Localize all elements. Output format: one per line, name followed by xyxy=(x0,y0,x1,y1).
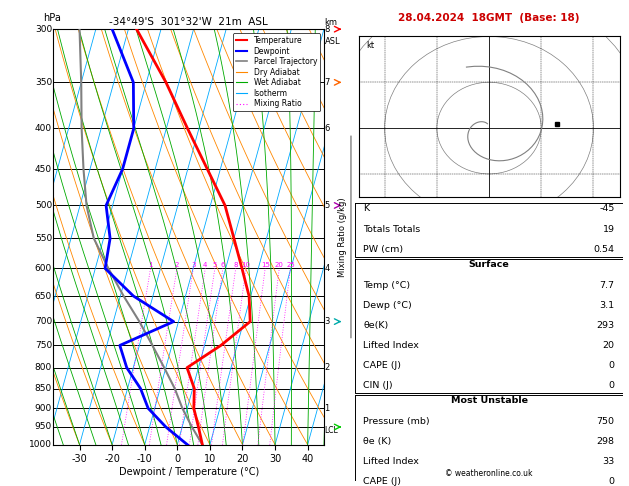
Text: -45: -45 xyxy=(599,205,615,213)
Text: 15: 15 xyxy=(261,262,270,268)
Text: Totals Totals: Totals Totals xyxy=(364,225,421,234)
Title: -34°49'S  301°32'W  21m  ASL: -34°49'S 301°32'W 21m ASL xyxy=(109,17,268,27)
Text: Mixing Ratio (g/kg): Mixing Ratio (g/kg) xyxy=(338,197,347,277)
Text: 600: 600 xyxy=(35,264,52,273)
Text: 293: 293 xyxy=(596,321,615,330)
Text: 2: 2 xyxy=(325,363,330,372)
Text: 0.54: 0.54 xyxy=(594,245,615,254)
Text: 3: 3 xyxy=(325,317,330,326)
Text: 450: 450 xyxy=(35,165,52,174)
Text: K: K xyxy=(364,205,369,213)
Text: 1000: 1000 xyxy=(29,440,52,449)
Text: Temp (°C): Temp (°C) xyxy=(364,280,411,290)
Text: 25: 25 xyxy=(286,262,295,268)
Text: ASL: ASL xyxy=(325,37,340,46)
Text: km: km xyxy=(325,18,338,27)
Text: Surface: Surface xyxy=(469,260,509,269)
Text: 1: 1 xyxy=(325,404,330,413)
Text: 8: 8 xyxy=(325,25,330,34)
Text: 4: 4 xyxy=(325,264,330,273)
Text: 7.7: 7.7 xyxy=(599,280,615,290)
Text: 3: 3 xyxy=(191,262,196,268)
Text: Lifted Index: Lifted Index xyxy=(364,457,420,466)
Text: 800: 800 xyxy=(35,363,52,372)
Text: 20: 20 xyxy=(275,262,284,268)
Text: 700: 700 xyxy=(35,317,52,326)
Text: θe (K): θe (K) xyxy=(364,437,392,446)
Text: PW (cm): PW (cm) xyxy=(364,245,404,254)
Text: 550: 550 xyxy=(35,234,52,243)
Text: 900: 900 xyxy=(35,404,52,413)
Text: 33: 33 xyxy=(603,457,615,466)
Text: © weatheronline.co.uk: © weatheronline.co.uk xyxy=(445,469,533,478)
Text: CAPE (J): CAPE (J) xyxy=(364,477,401,486)
Text: hPa: hPa xyxy=(43,13,60,23)
Text: 7: 7 xyxy=(325,78,330,87)
Text: 0: 0 xyxy=(609,477,615,486)
Text: 28.04.2024  18GMT  (Base: 18): 28.04.2024 18GMT (Base: 18) xyxy=(398,13,580,23)
Text: 5: 5 xyxy=(213,262,217,268)
Text: 300: 300 xyxy=(35,25,52,34)
Text: CAPE (J): CAPE (J) xyxy=(364,361,401,370)
Text: 20: 20 xyxy=(603,341,615,350)
Text: 5: 5 xyxy=(325,201,330,210)
Text: Most Unstable: Most Unstable xyxy=(450,396,528,405)
Text: kt: kt xyxy=(366,41,374,50)
Text: 2: 2 xyxy=(175,262,179,268)
Text: 850: 850 xyxy=(35,384,52,393)
Text: Dewp (°C): Dewp (°C) xyxy=(364,301,412,310)
X-axis label: Dewpoint / Temperature (°C): Dewpoint / Temperature (°C) xyxy=(119,467,259,477)
Text: 0: 0 xyxy=(609,361,615,370)
Text: 950: 950 xyxy=(35,422,52,432)
Text: 4: 4 xyxy=(203,262,208,268)
Text: 19: 19 xyxy=(603,225,615,234)
Text: 750: 750 xyxy=(597,417,615,426)
Text: 400: 400 xyxy=(35,124,52,133)
Legend: Temperature, Dewpoint, Parcel Trajectory, Dry Adiabat, Wet Adiabat, Isotherm, Mi: Temperature, Dewpoint, Parcel Trajectory… xyxy=(233,33,320,111)
Text: 650: 650 xyxy=(35,292,52,300)
Text: Lifted Index: Lifted Index xyxy=(364,341,420,350)
Text: 6: 6 xyxy=(325,124,330,133)
Text: CIN (J): CIN (J) xyxy=(364,381,393,390)
Text: 350: 350 xyxy=(35,78,52,87)
Text: θe(K): θe(K) xyxy=(364,321,389,330)
Text: 6: 6 xyxy=(221,262,225,268)
Text: 1: 1 xyxy=(148,262,153,268)
Text: 298: 298 xyxy=(597,437,615,446)
Text: 500: 500 xyxy=(35,201,52,210)
Text: 10: 10 xyxy=(242,262,250,268)
Text: 0: 0 xyxy=(609,381,615,390)
Text: LCL: LCL xyxy=(325,426,338,435)
Text: 750: 750 xyxy=(35,341,52,350)
Text: 3.1: 3.1 xyxy=(599,301,615,310)
Text: Pressure (mb): Pressure (mb) xyxy=(364,417,430,426)
Text: 8: 8 xyxy=(233,262,238,268)
